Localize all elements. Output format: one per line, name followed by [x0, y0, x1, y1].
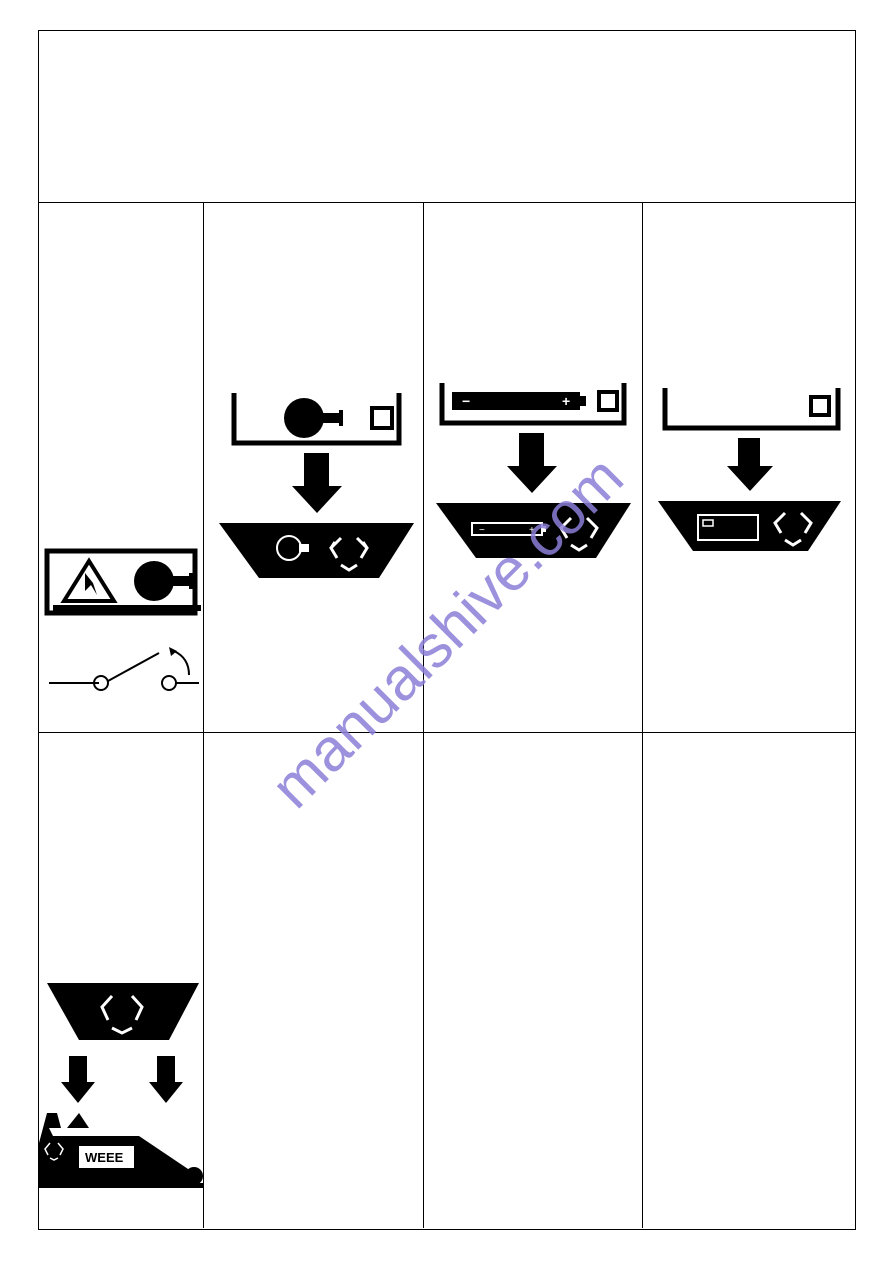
bottom-section: WEEE	[39, 733, 855, 1228]
header-section	[39, 31, 855, 203]
cell-recycle-battery: − + − +	[424, 203, 644, 732]
cell-bottom-3	[424, 733, 644, 1228]
recycle-battery-icon: − + − +	[424, 378, 644, 578]
cell-recycle-bulb	[204, 203, 424, 732]
svg-text:−: −	[479, 525, 485, 536]
recycle-bulb-icon	[204, 388, 424, 588]
cell-recycle-box	[643, 203, 855, 732]
weee-facility-icon: WEEE	[39, 978, 204, 1228]
cell-bottom-4	[643, 733, 855, 1228]
weee-label: WEEE	[85, 1150, 124, 1165]
svg-text:−: −	[462, 393, 470, 409]
warning-disconnect-icon	[39, 543, 204, 743]
cell-warning-disconnect	[39, 203, 204, 732]
cell-bottom-2	[204, 733, 424, 1228]
recycle-box-icon	[643, 383, 855, 583]
document-page: − + − +	[38, 30, 856, 1230]
middle-section: − + − +	[39, 203, 855, 733]
cell-weee: WEEE	[39, 733, 204, 1228]
svg-text:+: +	[529, 525, 535, 536]
svg-text:+: +	[562, 393, 570, 409]
